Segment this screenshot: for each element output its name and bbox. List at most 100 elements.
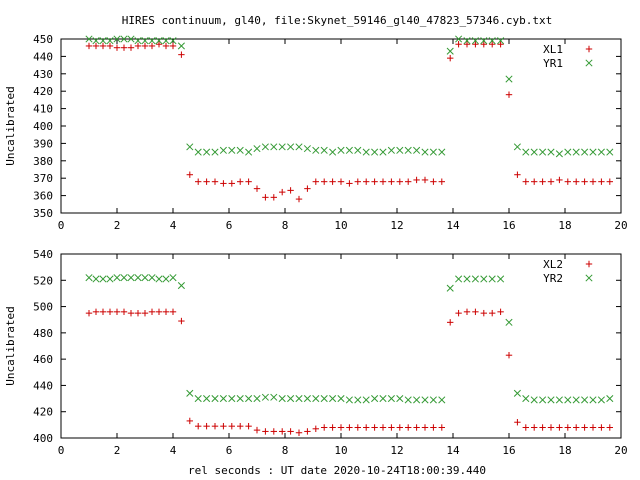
- data-point-xl2: [430, 424, 437, 431]
- data-point-xl1: [346, 180, 353, 187]
- data-point-yr2: [320, 395, 328, 403]
- data-point-xl1: [228, 180, 235, 187]
- data-point-yr1: [539, 148, 547, 156]
- data-point-xl2: [203, 422, 210, 430]
- y-axis-label: Uncalibrated: [4, 86, 17, 165]
- data-point-xl2: [304, 428, 311, 435]
- data-point-xl1: [405, 178, 412, 185]
- data-point-xl1: [134, 42, 142, 50]
- data-point-xl2: [186, 417, 193, 425]
- data-point-xl1: [148, 42, 156, 50]
- data-point-xl2: [421, 424, 429, 431]
- data-point-yr1: [589, 148, 597, 156]
- data-point-xl2: [237, 422, 244, 430]
- data-point-xl2: [573, 424, 580, 431]
- data-point-xl1: [581, 178, 588, 185]
- data-point-yr1: [463, 37, 471, 45]
- data-point-yr2: [362, 396, 370, 404]
- data-point-yr1: [99, 37, 107, 45]
- data-point-yr2: [597, 396, 605, 404]
- data-point-yr1: [354, 146, 362, 154]
- data-point-yr1: [253, 145, 261, 153]
- data-point-yr2: [287, 395, 295, 403]
- data-point-yr1: [555, 150, 563, 158]
- x-tick-label: 0: [58, 219, 65, 232]
- y-tick-label: 520: [33, 274, 53, 287]
- data-point-yr1: [186, 143, 194, 151]
- data-point-xl1: [253, 185, 261, 192]
- data-point-xl1: [514, 171, 521, 178]
- data-point-xl2: [127, 309, 135, 317]
- data-point-yr2: [371, 395, 379, 403]
- data-point-yr1: [505, 75, 513, 83]
- data-point-yr1: [396, 146, 404, 154]
- data-point-xl2: [539, 424, 546, 431]
- data-point-yr1: [278, 143, 286, 151]
- y-tick-label: 360: [33, 190, 53, 203]
- data-point-xl2: [120, 308, 128, 316]
- data-point-yr1: [429, 148, 437, 156]
- data-point-yr2: [463, 275, 471, 283]
- data-point-yr2: [564, 396, 572, 404]
- data-point-xl2: [363, 424, 370, 431]
- data-point-yr2: [245, 395, 253, 403]
- data-point-xl2: [141, 309, 149, 317]
- x-tick-label: 20: [614, 219, 627, 232]
- series-xl2: [85, 308, 613, 436]
- data-point-yr2: [219, 395, 227, 403]
- data-point-xl1: [379, 178, 387, 185]
- data-point-yr1: [113, 35, 121, 43]
- data-point-yr2: [120, 274, 128, 282]
- data-point-xl1: [92, 42, 100, 50]
- data-point-yr2: [555, 396, 563, 404]
- data-point-yr1: [134, 37, 142, 45]
- x-tick-label: 20: [614, 444, 627, 457]
- data-point-xl2: [505, 352, 513, 359]
- data-point-xl1: [295, 195, 303, 203]
- data-point-xl2: [329, 424, 336, 431]
- data-point-yr1: [295, 143, 303, 151]
- data-point-xl2: [321, 424, 328, 431]
- data-point-xl1: [287, 187, 294, 194]
- legend-marker-yr2: [585, 274, 593, 282]
- data-point-xl1: [480, 41, 487, 48]
- data-point-xl1: [162, 42, 170, 50]
- data-point-xl2: [405, 424, 412, 431]
- data-point-yr1: [404, 146, 412, 154]
- data-point-yr1: [497, 37, 505, 45]
- data-point-yr1: [572, 148, 580, 156]
- data-point-yr2: [471, 275, 479, 283]
- data-point-yr1: [371, 148, 379, 156]
- data-point-xl1: [589, 178, 597, 185]
- x-tick-label: 4: [170, 219, 177, 232]
- data-point-xl1: [211, 178, 219, 185]
- x-tick-label: 4: [170, 444, 177, 457]
- data-point-yr1: [547, 148, 555, 156]
- data-point-xl2: [92, 308, 100, 316]
- data-point-xl1: [155, 41, 163, 48]
- data-point-xl2: [564, 424, 571, 431]
- data-point-yr2: [581, 396, 589, 404]
- data-point-yr1: [480, 37, 488, 45]
- data-point-yr2: [513, 389, 521, 397]
- data-point-yr1: [446, 47, 454, 55]
- x-tick-label: 12: [390, 219, 403, 232]
- data-point-xl2: [262, 428, 269, 435]
- data-point-yr2: [345, 396, 353, 404]
- data-point-yr1: [261, 143, 269, 151]
- data-point-xl2: [245, 422, 252, 430]
- data-point-yr2: [106, 275, 114, 283]
- y-tick-label: 450: [33, 33, 53, 46]
- x-tick-label: 0: [58, 444, 65, 457]
- data-point-xl2: [178, 317, 185, 325]
- data-point-yr2: [497, 275, 505, 283]
- data-point-xl1: [463, 41, 471, 48]
- data-point-yr1: [564, 148, 572, 156]
- data-point-xl2: [472, 308, 479, 316]
- y-tick-label: 540: [33, 248, 53, 261]
- data-point-yr1: [513, 143, 521, 151]
- data-point-xl2: [195, 422, 202, 430]
- data-point-yr2: [429, 396, 437, 404]
- data-point-xl2: [388, 424, 395, 431]
- data-point-yr2: [141, 274, 149, 282]
